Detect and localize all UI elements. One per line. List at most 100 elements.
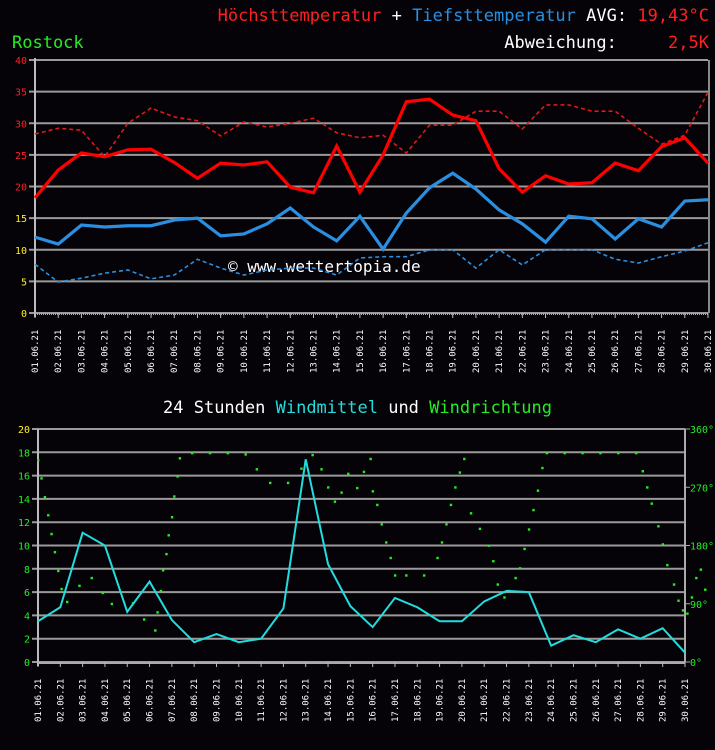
wind-direction-point [681,609,685,612]
wind-direction-point [347,472,350,476]
wind-direction-point [469,512,473,515]
wind-direction-point [650,502,653,505]
wind-direction-point [690,596,694,599]
y2-tick-label: 360° [690,425,714,436]
wind-direction-point [286,481,290,485]
x-tick-label: 23.06.21 [542,330,552,373]
x-tick-label: 17.06.21 [402,330,412,373]
wind-chart-title: 24 Stunden Windmittel und Windrichtung [0,398,715,418]
x-tick-label: 16.06.21 [379,330,389,373]
y2-tick-label: 180° [690,542,714,553]
x-tick-label: 03.06.21 [77,330,87,373]
wind-direction-point [514,576,517,580]
wind-direction-point [90,576,93,580]
wind-direction-point [478,527,482,531]
wind-direction-point [563,451,566,455]
x-tick-label: 07.06.21 [168,679,178,722]
wind-direction-point [699,568,703,571]
y-tick-label: 2 [24,635,30,646]
y-tick-label: 35 [15,88,27,99]
wind-direction-point [532,508,535,512]
x-tick-label: 01.06.21 [34,679,44,722]
x-tick-label: 12.06.21 [286,330,296,373]
wind-direction-point [393,574,397,577]
wind-direction-point [47,514,50,517]
y-tick-label: 40 [15,56,27,67]
avg-label: AVG: [586,6,628,26]
min-temp-label: Tiefsttemperatur [412,6,576,26]
wind-direction-point [527,528,531,531]
x-tick-label: 25.06.21 [588,330,598,373]
wind-direction-point [436,556,439,560]
wind-direction-point [666,563,669,567]
wind-direction-point [159,589,163,593]
wind-direction-point [333,500,337,503]
y-tick-label: 12 [18,518,30,529]
x-tick-label: 23.06.21 [525,679,535,722]
x-tick-label: 20.06.21 [472,330,482,373]
y2-tick-label: 270° [690,483,714,494]
wind-direction-point [327,486,330,489]
x-tick-label: 13.06.21 [309,330,319,373]
max-temp-normal-line [34,91,709,159]
wind-direction-point [695,576,698,580]
wind-direction-point [646,486,649,489]
wind-direction-point [686,612,689,615]
wind-direction-point [173,495,176,498]
y-tick-label: 4 [24,611,30,622]
x-tick-label: 30.06.21 [681,679,691,722]
wind-title-mean: Windmittel [275,398,378,418]
wind-direction-point [518,567,522,570]
y-tick-label: 16 [18,472,30,483]
wind-direction-point [487,544,491,547]
x-tick-label: 19.06.21 [449,330,459,373]
x-tick-label: 17.06.21 [391,679,401,722]
x-tick-label: 20.06.21 [458,679,468,722]
wind-direction-point [389,556,392,560]
x-tick-label: 08.06.21 [190,679,200,722]
y2-tick-label: 90° [690,600,708,611]
wind-title-und: und [377,398,430,418]
y-tick-label: 0 [21,309,27,320]
wind-mean-line [37,459,686,654]
avg-value: 19,43°C [637,6,709,26]
wind-direction-point [440,541,444,544]
wind-direction-point [43,495,47,499]
wind-direction-point [599,451,602,455]
wind-direction-point [422,574,426,577]
wind-direction-point [53,550,57,554]
wind-direction-point [167,534,170,537]
y-tick-label: 10 [18,542,30,553]
wind-direction-point [50,532,53,536]
wind-direction-point [60,587,63,591]
chart-title: Höchsttemperatur + Tiefsttemperatur AVG:… [218,6,709,26]
wind-direction-point [40,477,43,480]
x-tick-label: 05.06.21 [124,330,134,373]
deviation-line: Abweichung: 2,5K [504,33,709,53]
x-tick-label: 29.06.21 [659,679,669,722]
wind-direction-point [37,459,40,462]
y-tick-label: 0 [24,658,30,669]
wind-direction-point [536,489,540,492]
wind-direction-point [340,491,343,494]
x-tick-label: 21.06.21 [480,679,490,722]
x-tick-label: 22.06.21 [518,330,528,373]
x-tick-label: 04.06.21 [101,679,111,722]
x-tick-label: 18.06.21 [426,330,436,373]
x-tick-label: 30.06.21 [704,330,714,373]
wind-direction-point [165,552,168,556]
wind-direction-point [371,490,375,493]
x-tick-label: 14.06.21 [324,679,334,722]
x-tick-label: 08.06.21 [193,330,203,373]
wind-chart: 0 2 4 6 8 10 12 14 16 18 20 0° 90° 180° 270° 360° 01.06.… [18,425,714,722]
y-tick-label: 5 [21,277,27,288]
x-tick-label: 15.06.21 [346,679,356,722]
y-tick-label: 15 [15,214,27,225]
x-tick-label: 02.06.21 [56,679,66,722]
plus-sign: + [391,6,402,26]
x-tick-label: 25.06.21 [569,679,579,722]
wind-direction-point [170,516,174,519]
x-tick-label: 26.06.21 [592,679,602,722]
x-tick-label: 26.06.21 [611,330,621,373]
